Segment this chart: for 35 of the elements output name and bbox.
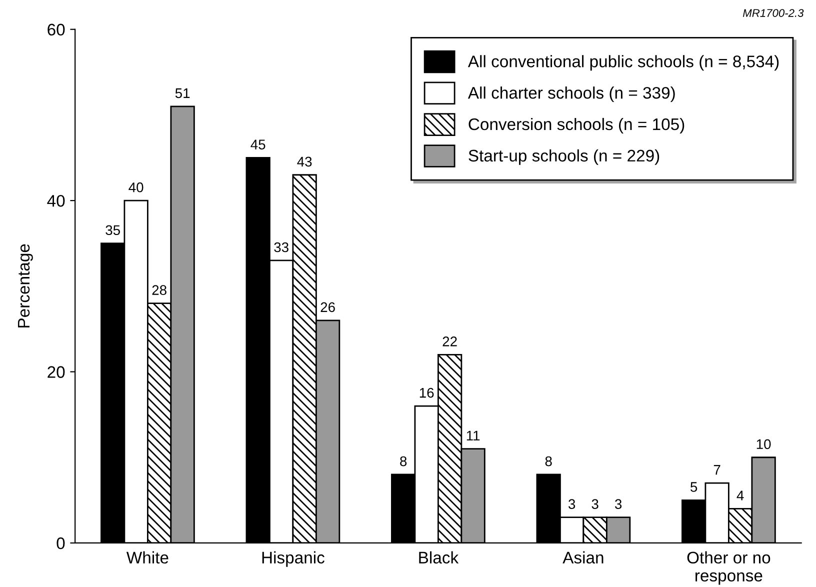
data-label: 5 (690, 482, 698, 492)
text: MR1700-2.3 (742, 9, 804, 17)
data-label: 28 (152, 285, 166, 295)
x-tick-label: Asian (562, 551, 604, 564)
data-label: 10 (756, 439, 771, 450)
data-label: 7 (714, 465, 720, 475)
data-label: 3 (592, 499, 598, 509)
y-tick-label: 0 (56, 537, 65, 550)
data-label: 45 (250, 140, 266, 150)
data-label: 33 (274, 242, 288, 252)
data-label: 3 (568, 499, 576, 509)
data-label: 8 (400, 456, 407, 466)
data-label: 43 (297, 156, 312, 167)
legend-label: Start-up schools (n = 229) (468, 149, 660, 165)
x-tick-label: Other or no response (687, 551, 770, 585)
y-tick-label: 40 (47, 194, 65, 207)
y-axis-title: Percentage (18, 244, 33, 328)
data-label: 35 (106, 225, 120, 236)
x-tick-label: Hispanic (262, 551, 324, 567)
data-label: 16 (420, 388, 434, 398)
legend-label: All conventional public schools (n = 8,534) (468, 55, 779, 71)
data-label: 4 (736, 490, 744, 500)
data-label: 11 (466, 430, 480, 440)
x-tick-label: Black (419, 551, 459, 564)
y-tick-label: 60 (48, 24, 65, 36)
data-label: 22 (442, 336, 457, 346)
legend-label: Conversion schools (n = 105) (468, 118, 684, 134)
x-tick-label: White (126, 551, 168, 564)
y-tick-label: 20 (48, 366, 65, 378)
legend-label: All charter schools (n = 339) (468, 86, 675, 102)
data-label: 3 (614, 499, 622, 509)
data-label: 40 (128, 182, 144, 192)
data-label: 8 (545, 456, 552, 466)
data-label: 51 (175, 88, 190, 98)
data-label: 26 (320, 302, 335, 312)
